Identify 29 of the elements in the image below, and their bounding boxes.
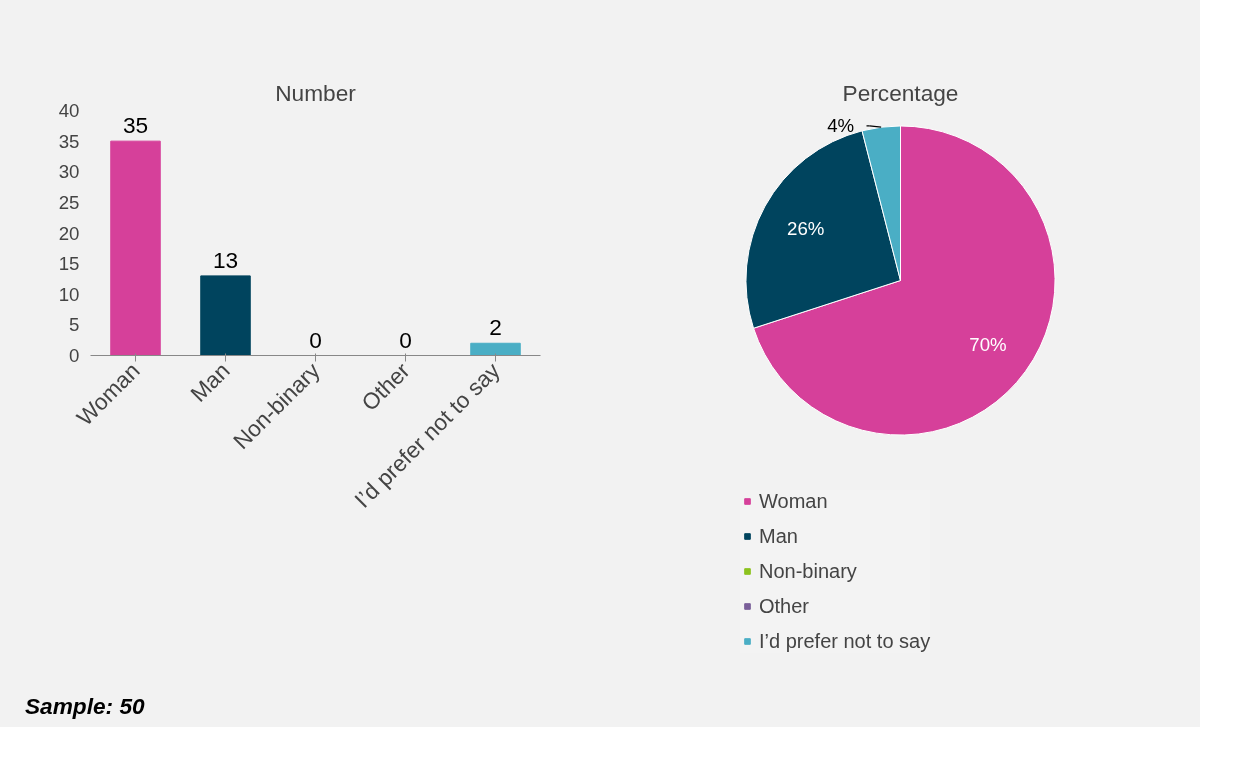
legend-label: Other (759, 594, 810, 618)
y-tick-label: 5 (69, 314, 80, 336)
chart-title: Percentage (842, 79, 959, 106)
data-label: 35 (122, 112, 149, 139)
y-tick-label: 20 (58, 222, 80, 244)
bar (110, 140, 161, 356)
data-label: 13 (212, 246, 239, 273)
bar (470, 342, 521, 356)
y-tick-label: 40 (58, 100, 80, 121)
y-tick-label: 15 (58, 253, 80, 275)
chart-title: Number (275, 79, 357, 106)
x-tick-label: Man (185, 357, 235, 407)
data-label: 70% (969, 333, 1007, 355)
y-tick-label: 25 (58, 191, 80, 213)
legend-label: Man (759, 524, 798, 548)
data-label: 0 (309, 326, 322, 353)
text: Sample: 50 (25, 692, 145, 721)
data-label: 2 (489, 314, 502, 341)
data-label: 26% (787, 217, 825, 239)
y-tick-label: 0 (69, 345, 80, 366)
legend-label: I’d prefer not to say (759, 629, 931, 653)
y-tick-label: 35 (58, 130, 80, 152)
y-tick-label: 30 (58, 161, 80, 183)
bar (200, 275, 251, 356)
data-label: 0 (399, 326, 412, 353)
data-label: 4% (827, 115, 855, 137)
legend-label: Non-binary (759, 559, 857, 583)
y-tick-label: 10 (58, 283, 80, 305)
legend-label: Woman (759, 489, 828, 513)
